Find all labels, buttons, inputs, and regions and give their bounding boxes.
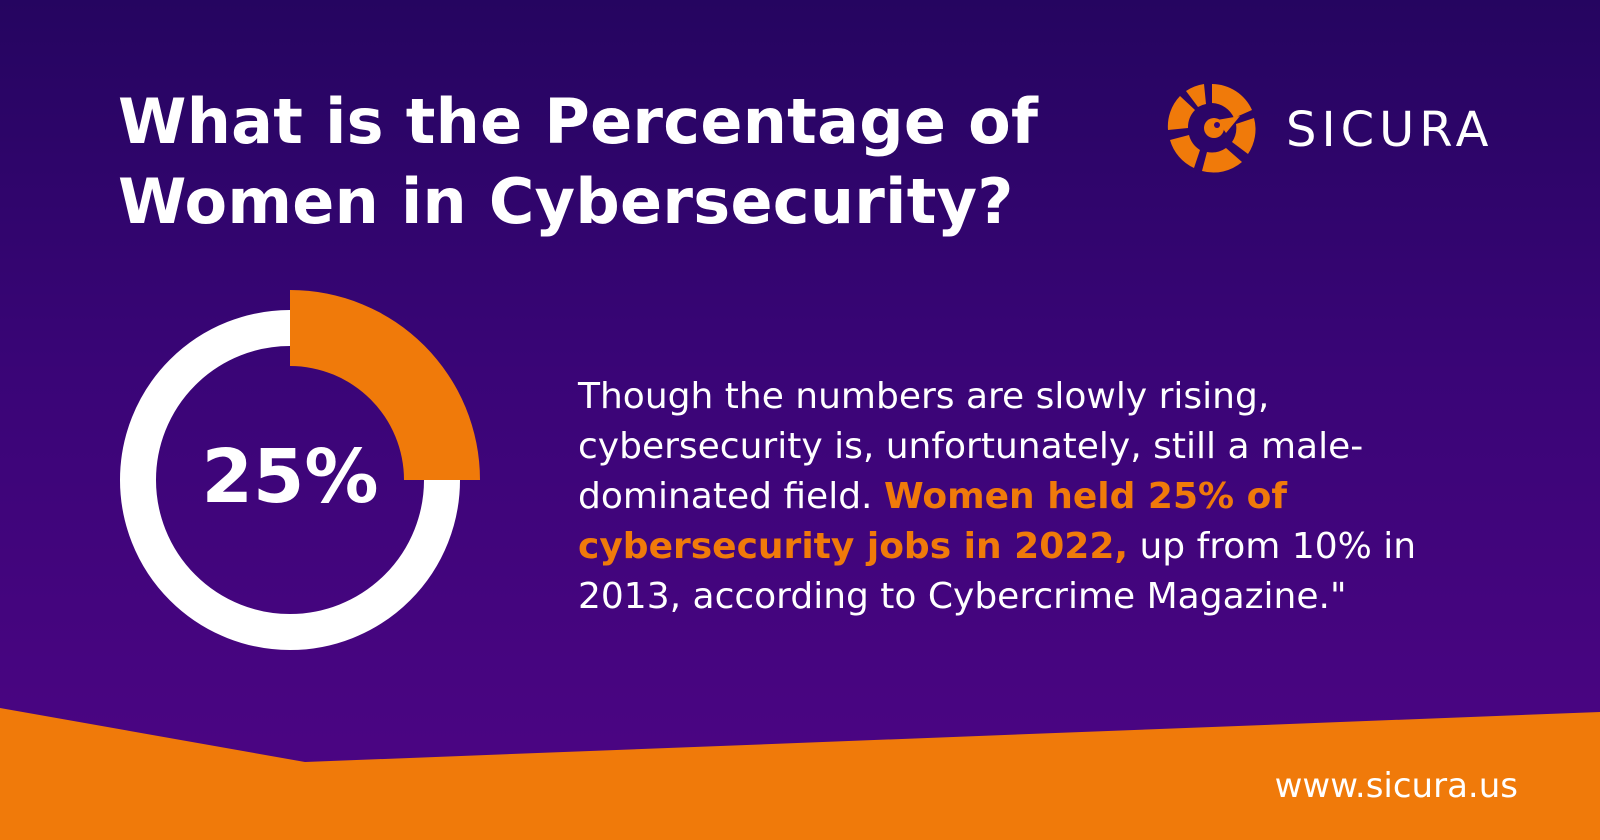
body-text-highlight: Women held 25% of cybersecurity jobs in … [578, 476, 1287, 567]
orange-footer-band [0, 708, 1600, 840]
headline-line-1: What is the Percentage of [118, 85, 1039, 158]
headline-line-2: Women in Cybersecurity? [118, 165, 1014, 238]
body-text-outro: up from 10% in 2013, according to Cyberc… [578, 526, 1417, 617]
brand-name: SICURA [1286, 102, 1494, 158]
donut-highlight-slice [290, 290, 480, 480]
body-text-intro: Though the numbers are slowly rising, cy… [578, 376, 1364, 517]
percentage-label: 25% [201, 434, 379, 520]
sicura-parrot-logo-icon [1167, 84, 1256, 173]
sicura-logo: SICURA [1162, 78, 1532, 178]
website-url: www.sicura.us [1274, 766, 1518, 806]
percentage-donut [120, 290, 480, 650]
headline: What is the Percentage of Women in Cyber… [118, 82, 1118, 242]
body-paragraph: Though the numbers are slowly rising, cy… [578, 372, 1508, 622]
